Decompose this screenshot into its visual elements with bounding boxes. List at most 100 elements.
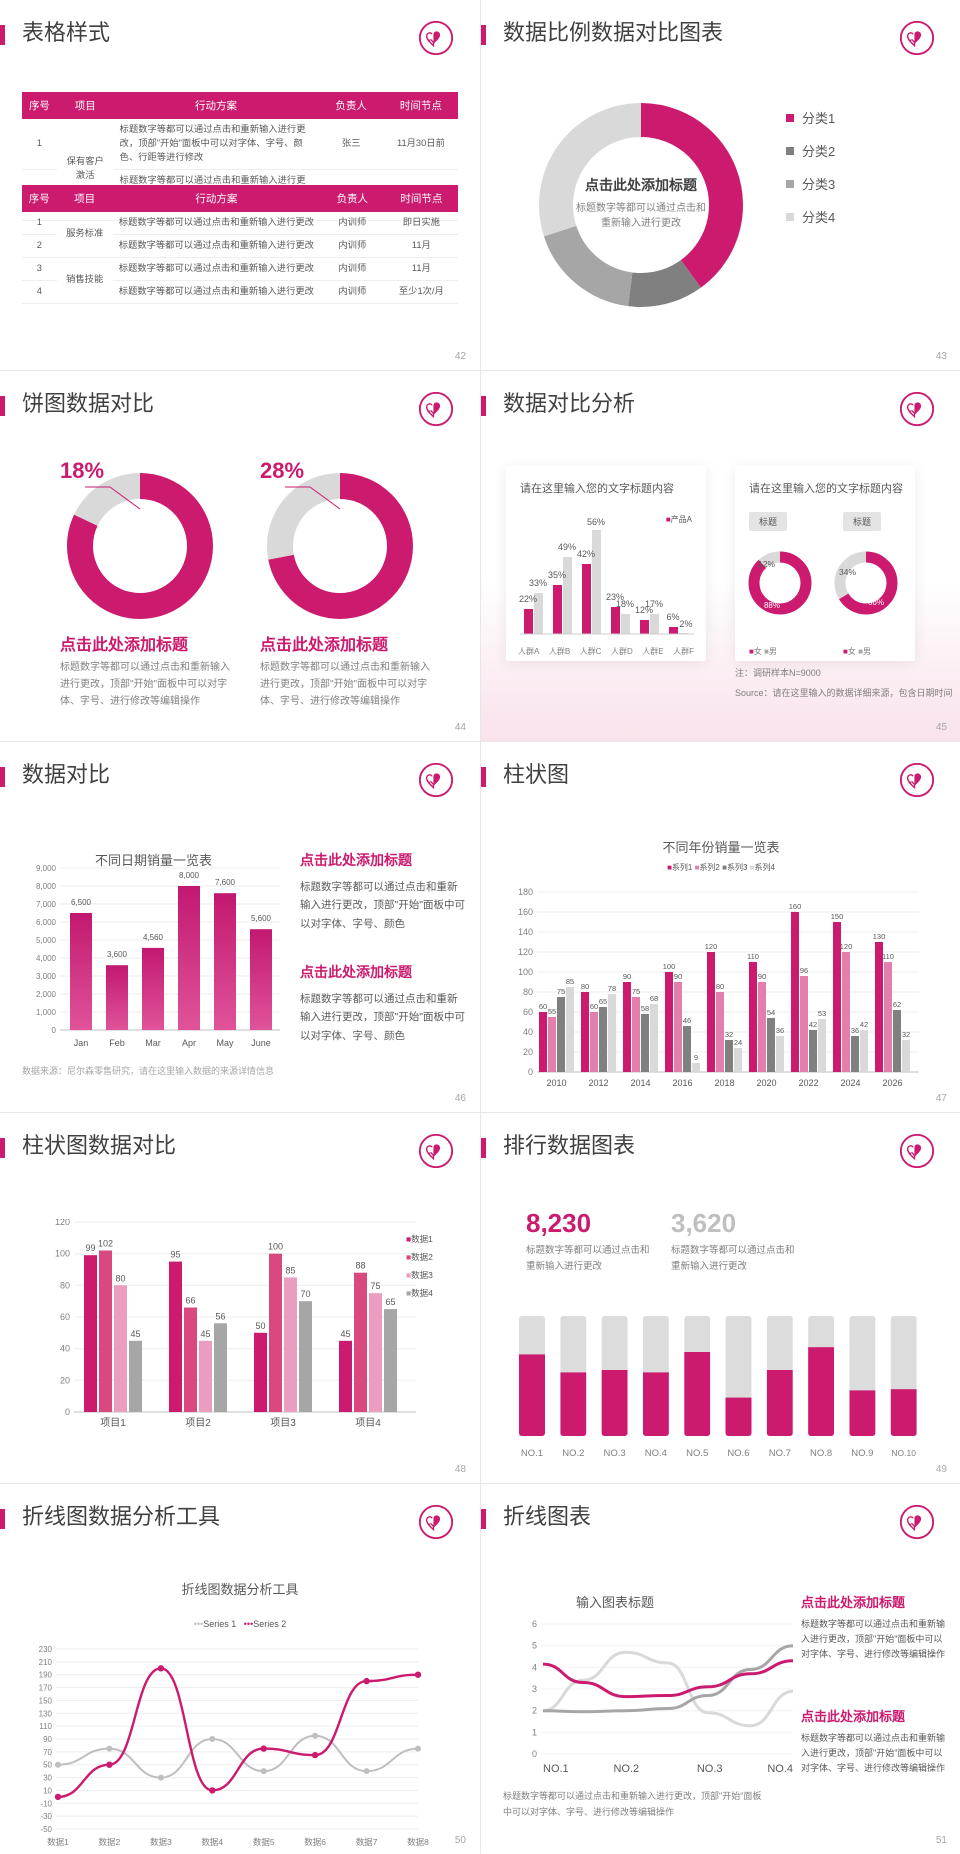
svg-text:45: 45 bbox=[200, 1329, 210, 1339]
svg-text:1: 1 bbox=[532, 1727, 537, 1737]
svg-text:45: 45 bbox=[340, 1329, 350, 1339]
svg-text:90: 90 bbox=[758, 972, 766, 981]
svg-text:Mar: Mar bbox=[145, 1038, 161, 1048]
svg-text:30: 30 bbox=[43, 1774, 52, 1783]
svg-text:项目2: 项目2 bbox=[185, 1417, 211, 1429]
svg-text:70: 70 bbox=[43, 1748, 52, 1757]
svg-text:160: 160 bbox=[518, 907, 533, 917]
svg-text:100: 100 bbox=[663, 962, 676, 971]
svg-text:78: 78 bbox=[608, 984, 616, 993]
svg-text:32: 32 bbox=[725, 1030, 733, 1039]
svg-text:12%: 12% bbox=[758, 559, 775, 569]
svg-text:0: 0 bbox=[65, 1407, 70, 1417]
svg-text:2026: 2026 bbox=[882, 1078, 902, 1088]
svg-text:100: 100 bbox=[268, 1242, 283, 1252]
svg-text:NO.9: NO.9 bbox=[851, 1448, 873, 1459]
svg-text:55: 55 bbox=[548, 1007, 556, 1016]
svg-text:150: 150 bbox=[39, 1696, 53, 1705]
svg-text:0: 0 bbox=[52, 1026, 57, 1035]
svg-text:10: 10 bbox=[43, 1786, 52, 1795]
svg-text:110: 110 bbox=[747, 952, 759, 961]
svg-text:230: 230 bbox=[39, 1645, 53, 1654]
svg-text:180: 180 bbox=[518, 887, 533, 897]
svg-text:数据2: 数据2 bbox=[99, 1837, 121, 1847]
svg-text:NO.4: NO.4 bbox=[767, 1763, 793, 1775]
svg-text:90: 90 bbox=[674, 972, 682, 981]
svg-text:100: 100 bbox=[518, 967, 533, 977]
svg-text:80: 80 bbox=[523, 987, 533, 997]
svg-text:50: 50 bbox=[43, 1761, 52, 1770]
svg-text:120: 120 bbox=[55, 1219, 70, 1227]
svg-text:4: 4 bbox=[532, 1662, 537, 1672]
svg-text:2022: 2022 bbox=[798, 1078, 818, 1088]
svg-text:62: 62 bbox=[893, 1000, 901, 1009]
svg-text:66%: 66% bbox=[868, 598, 884, 607]
svg-text:80: 80 bbox=[716, 982, 724, 991]
svg-text:80: 80 bbox=[60, 1280, 70, 1290]
svg-text:36: 36 bbox=[851, 1026, 859, 1035]
svg-text:Apr: Apr bbox=[182, 1038, 196, 1048]
svg-text:80: 80 bbox=[115, 1273, 125, 1283]
svg-text:32: 32 bbox=[902, 1030, 910, 1039]
svg-text:2018: 2018 bbox=[714, 1078, 734, 1088]
svg-text:8,000: 8,000 bbox=[179, 871, 200, 880]
svg-text:2%: 2% bbox=[679, 619, 692, 629]
svg-text:6: 6 bbox=[532, 1619, 537, 1629]
svg-text:NO.7: NO.7 bbox=[769, 1448, 791, 1459]
svg-text:42: 42 bbox=[809, 1020, 817, 1029]
svg-text:5,000: 5,000 bbox=[36, 936, 57, 945]
svg-text:160: 160 bbox=[789, 902, 802, 911]
svg-text:2010: 2010 bbox=[546, 1078, 566, 1088]
svg-text:50: 50 bbox=[255, 1321, 265, 1331]
svg-text:3,000: 3,000 bbox=[36, 972, 57, 981]
svg-text:数据3: 数据3 bbox=[150, 1837, 172, 1847]
svg-text:2: 2 bbox=[532, 1706, 537, 1716]
svg-text:6,000: 6,000 bbox=[36, 918, 57, 927]
svg-text:NO.6: NO.6 bbox=[727, 1448, 749, 1459]
svg-text:56: 56 bbox=[215, 1311, 225, 1321]
svg-text:130: 130 bbox=[39, 1709, 53, 1718]
svg-text:65: 65 bbox=[599, 997, 607, 1006]
svg-text:NO.5: NO.5 bbox=[686, 1448, 708, 1459]
svg-text:54: 54 bbox=[767, 1008, 775, 1017]
svg-text:75: 75 bbox=[370, 1281, 380, 1291]
svg-text:96: 96 bbox=[800, 966, 808, 975]
svg-text:36: 36 bbox=[776, 1026, 784, 1035]
svg-text:60: 60 bbox=[539, 1002, 547, 1011]
svg-text:20: 20 bbox=[523, 1047, 533, 1057]
svg-text:75: 75 bbox=[632, 987, 640, 996]
svg-text:88%: 88% bbox=[764, 601, 780, 610]
svg-text:2012: 2012 bbox=[588, 1078, 608, 1088]
svg-text:58: 58 bbox=[641, 1004, 649, 1013]
svg-text:3: 3 bbox=[532, 1684, 537, 1694]
svg-text:22%: 22% bbox=[519, 594, 537, 604]
svg-text:46: 46 bbox=[683, 1016, 691, 1025]
svg-text:18%: 18% bbox=[616, 599, 634, 609]
svg-text:NO.1: NO.1 bbox=[543, 1763, 569, 1775]
svg-text:项目4: 项目4 bbox=[355, 1417, 381, 1429]
svg-text:60: 60 bbox=[523, 1007, 533, 1017]
svg-text:90: 90 bbox=[623, 972, 631, 981]
svg-text:99: 99 bbox=[85, 1243, 95, 1253]
svg-text:170: 170 bbox=[39, 1684, 53, 1693]
svg-text:NO.1: NO.1 bbox=[521, 1448, 543, 1459]
svg-text:项目3: 项目3 bbox=[270, 1417, 296, 1429]
svg-text:33%: 33% bbox=[529, 578, 547, 588]
svg-text:85: 85 bbox=[566, 977, 574, 986]
svg-text:数据4: 数据4 bbox=[201, 1837, 223, 1847]
svg-text:60: 60 bbox=[590, 1002, 598, 1011]
svg-text:42%: 42% bbox=[577, 549, 595, 559]
svg-text:May: May bbox=[216, 1038, 234, 1048]
svg-text:数据1: 数据1 bbox=[47, 1837, 69, 1847]
svg-text:0: 0 bbox=[532, 1749, 537, 1759]
svg-text:24: 24 bbox=[734, 1038, 742, 1047]
svg-text:210: 210 bbox=[39, 1658, 53, 1667]
svg-text:49%: 49% bbox=[558, 542, 576, 552]
svg-text:2016: 2016 bbox=[672, 1078, 692, 1088]
svg-text:90: 90 bbox=[43, 1735, 52, 1744]
svg-text:0: 0 bbox=[528, 1067, 533, 1077]
svg-text:120: 120 bbox=[705, 942, 718, 951]
svg-text:数据8: 数据8 bbox=[407, 1837, 429, 1847]
svg-text:190: 190 bbox=[39, 1671, 53, 1680]
svg-text:68: 68 bbox=[650, 994, 658, 1003]
